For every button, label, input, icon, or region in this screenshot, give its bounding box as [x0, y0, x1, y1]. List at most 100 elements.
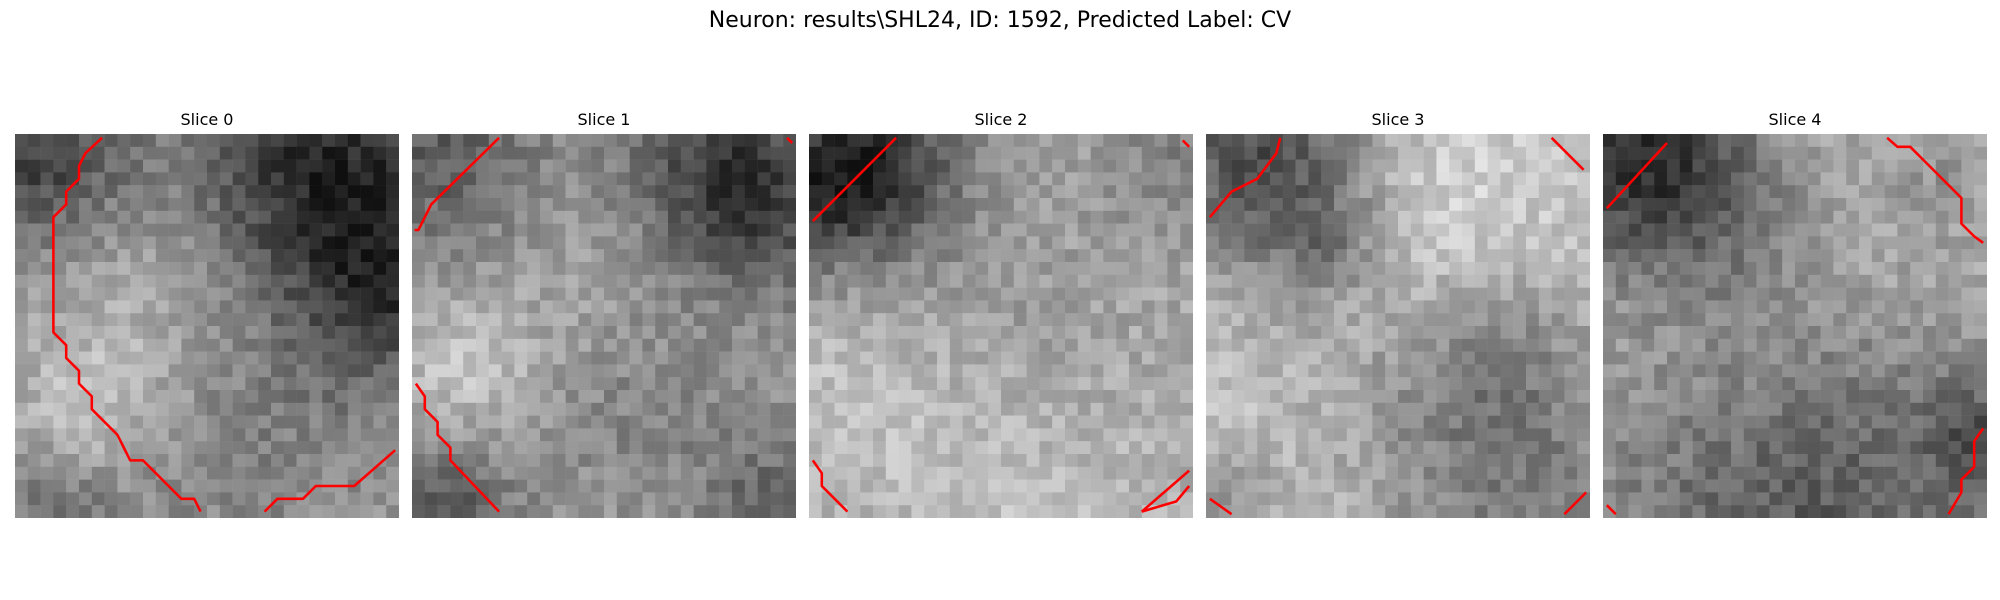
slice-pixel [1065, 249, 1079, 263]
slice-pixel [937, 377, 951, 391]
slice-pixel [1218, 262, 1232, 276]
slice-pixel [1615, 466, 1629, 480]
slice-pixel [744, 351, 758, 365]
slice-pixel [860, 492, 874, 506]
slice-pixel [873, 134, 887, 148]
slice-pixel [1039, 454, 1053, 468]
slice-pixel [604, 492, 618, 506]
slice-pixel [258, 390, 272, 404]
slice-pixel [1551, 262, 1565, 276]
slice-pixel [1910, 377, 1924, 391]
slice-pixel [1564, 377, 1578, 391]
slice-pixel [1103, 274, 1117, 288]
slice-pixel [27, 172, 41, 186]
slice-pixel [1321, 287, 1335, 301]
slice-pixel [924, 441, 938, 455]
slice-pixel [1769, 210, 1783, 224]
slice-pixel [514, 313, 528, 327]
slice-pixel [1013, 146, 1027, 160]
slice-pixel [1910, 223, 1924, 237]
slice-pixel [1001, 364, 1015, 378]
slice-pixel [1180, 428, 1193, 442]
slice-pixel [1167, 198, 1181, 212]
slice-pixel [1615, 274, 1629, 288]
slice-pixel [1359, 402, 1373, 416]
slice-pixel [309, 505, 323, 518]
slice-pixel [732, 236, 746, 250]
slice-pixel [693, 415, 707, 429]
slice-pixel [104, 492, 118, 506]
slice-pixel [1628, 338, 1642, 352]
slice-pixel [1154, 441, 1168, 455]
slice-pixel [1513, 326, 1527, 340]
slice-pixel [1718, 287, 1732, 301]
slice-pixel [1449, 441, 1463, 455]
slice-pixel [1654, 236, 1668, 250]
slice-pixel [552, 390, 566, 404]
slice-pixel [424, 223, 438, 237]
slice-pixel [706, 326, 720, 340]
slice-pixel [1154, 454, 1168, 468]
slice-pixel [655, 454, 669, 468]
slice-pixel [1731, 454, 1745, 468]
slice-pixel [1667, 287, 1681, 301]
slice-pixel [1141, 390, 1155, 404]
slice-pixel [501, 441, 515, 455]
slice-pixel [1538, 146, 1552, 160]
slice-pixel [1321, 466, 1335, 480]
slice-pixel [27, 364, 41, 378]
slice-pixel [1449, 313, 1463, 327]
slice-pixel [1116, 364, 1130, 378]
slice-pixel [616, 146, 630, 160]
slice-pixel [1167, 351, 1181, 365]
slice-pixel [1948, 338, 1962, 352]
slice-pixel [1141, 236, 1155, 250]
slice-pixel [1667, 223, 1681, 237]
slice-pixel [885, 402, 899, 416]
slice-pixel [693, 479, 707, 493]
slice-pixel [1321, 364, 1335, 378]
slice-pixel [642, 185, 656, 199]
slice-pixel [1244, 198, 1258, 212]
slice-pixel [1372, 492, 1386, 506]
slice-pixel [719, 159, 733, 173]
slice-pixel [873, 479, 887, 493]
slice-pixel [834, 223, 848, 237]
slice-pixel [1807, 198, 1821, 212]
slice-pixel [1603, 454, 1617, 468]
slice-pixel [194, 505, 208, 518]
slice-pixel [117, 172, 131, 186]
slice-pixel [834, 351, 848, 365]
slice-pixel [642, 402, 656, 416]
slice-pixel [271, 172, 285, 186]
slice-pixel [258, 172, 272, 186]
slice-pixel [783, 262, 796, 276]
slice-pixel [1385, 492, 1399, 506]
slice-pixel [1346, 377, 1360, 391]
slice-pixel [770, 466, 784, 480]
slice-pixel [1807, 364, 1821, 378]
slice-pixel [66, 198, 80, 212]
slice-pixel [1884, 364, 1898, 378]
slice-pixel [604, 415, 618, 429]
slice-pixel [1641, 159, 1655, 173]
slice-pixel [66, 313, 80, 327]
slice-pixel [527, 313, 541, 327]
slice-pixel [91, 262, 105, 276]
slice-pixel [1295, 402, 1309, 416]
slice-pixel [552, 185, 566, 199]
slice-pixel [15, 390, 29, 404]
slice-pixel [1077, 364, 1091, 378]
slice-pixel [1628, 415, 1642, 429]
slice-pixel [412, 274, 426, 288]
slice-pixel [578, 172, 592, 186]
contour-line [1181, 139, 1191, 148]
slice-pixel [924, 338, 938, 352]
slice-pixel [1782, 441, 1796, 455]
slice-pixel [1039, 159, 1053, 173]
slice-pixel [296, 364, 310, 378]
slice-pixel [360, 326, 374, 340]
contour-line [1550, 136, 1585, 171]
slice-pixel [1795, 185, 1809, 199]
slice-pixel [911, 479, 925, 493]
